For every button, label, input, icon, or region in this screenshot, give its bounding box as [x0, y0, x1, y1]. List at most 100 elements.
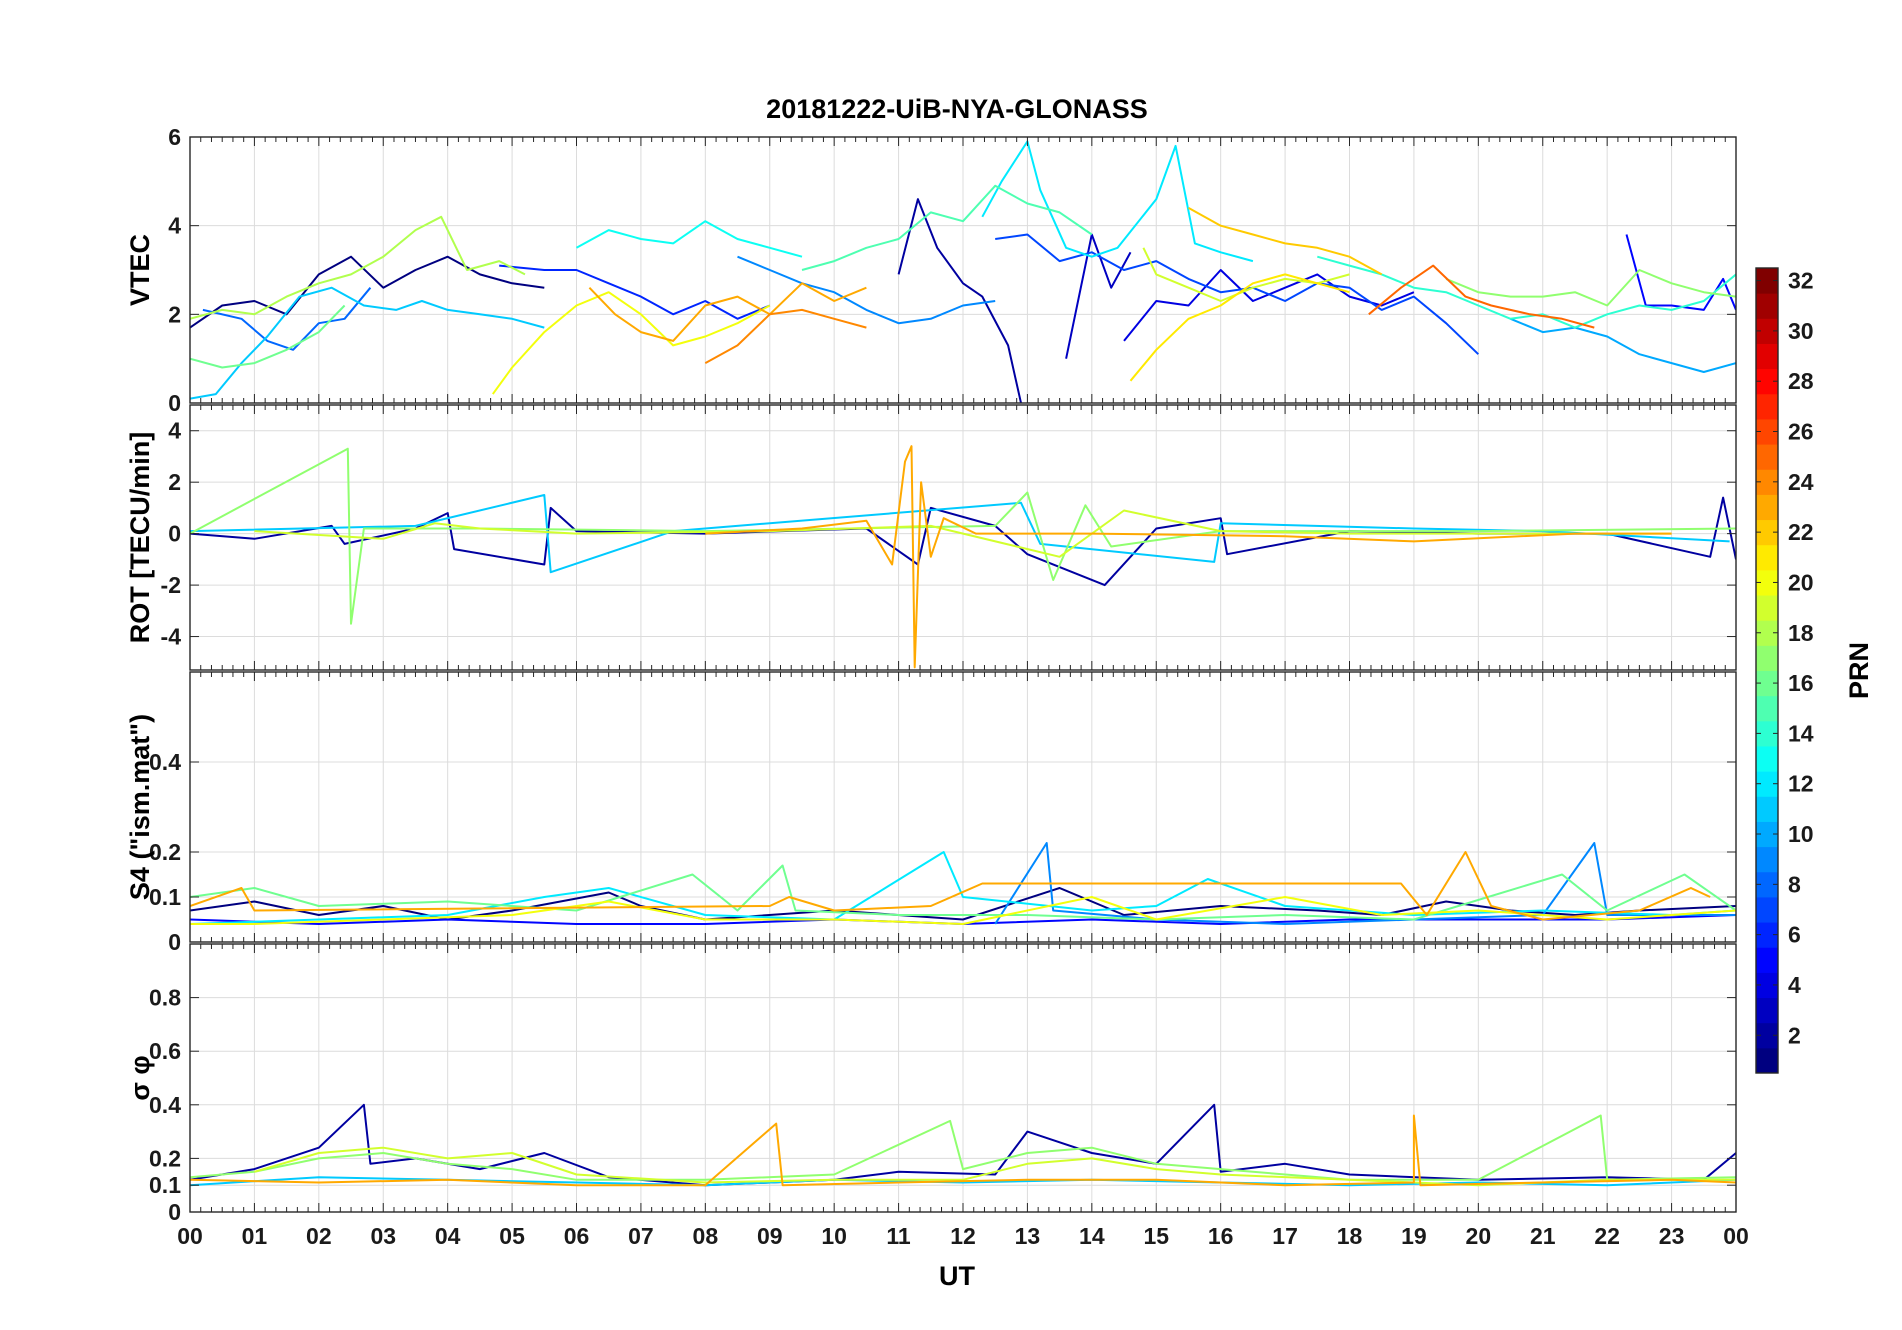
- series-prn-10: [1510, 317, 1736, 373]
- y-tick-label: 0: [168, 1199, 181, 1225]
- x-tick-label: 01: [242, 1223, 268, 1249]
- x-tick-label: 22: [1594, 1223, 1620, 1249]
- y-tick-label: 0: [168, 929, 181, 955]
- series-prn-13: [576, 220, 803, 258]
- rot-series: [190, 445, 1736, 669]
- colorbar-tick-label: 32: [1788, 268, 1814, 294]
- colorbar-band: [1756, 343, 1778, 370]
- series-prn-17: [1445, 269, 1736, 307]
- x-tick-label: 02: [306, 1223, 332, 1249]
- x-tick-label: 00: [1723, 1223, 1749, 1249]
- series-prn-16: [190, 304, 346, 369]
- colorbar-band: [1756, 268, 1778, 294]
- colorbar-band: [1756, 645, 1778, 671]
- series-prn-1: [190, 255, 545, 329]
- series-prn-4: [1123, 269, 1415, 342]
- colorbar-band: [1756, 695, 1778, 722]
- series-prn-17: [190, 447, 1736, 625]
- x-tick-label: 00: [177, 1223, 203, 1249]
- panel-vtec: 0 2 4 6 VTEC: [125, 124, 1737, 416]
- x-tick-label: 21: [1530, 1223, 1556, 1249]
- colorbar-band: [1756, 620, 1778, 646]
- colorbar-tick-label: 20: [1788, 569, 1814, 595]
- sigma_phi-ylabel: σ φ: [125, 1055, 155, 1100]
- colorbar-band: [1756, 519, 1778, 546]
- colorbar-band: [1756, 418, 1778, 445]
- x-tick-label: 17: [1272, 1223, 1298, 1249]
- colorbar-tick-label: 8: [1788, 871, 1801, 897]
- y-tick-label: 2: [168, 301, 181, 327]
- series-prn-7: [995, 233, 1479, 355]
- y-tick-label: -2: [161, 572, 181, 598]
- series-prn-17: [190, 1114, 1736, 1181]
- y-tick-label: 0.2: [149, 839, 181, 865]
- s4-ylabel: S4 ("ism.mat"): [125, 714, 155, 900]
- x-tick-label: 06: [564, 1223, 590, 1249]
- series-prn-15: [801, 184, 1093, 271]
- colorbar-band: [1756, 595, 1778, 621]
- colorbar-tick-label: 10: [1788, 821, 1814, 847]
- y-tick-label: 0.6: [149, 1038, 181, 1064]
- colorbar-band: [1756, 745, 1778, 772]
- y-tick-label: 0.2: [149, 1145, 181, 1171]
- colorbar-tick-label: 6: [1788, 922, 1801, 948]
- colorbar-band: [1756, 494, 1778, 521]
- colorbar-band: [1756, 846, 1778, 873]
- y-tick-label: 0.1: [149, 1172, 181, 1198]
- colorbar-band: [1756, 796, 1778, 822]
- vtec-ylabel: VTEC: [125, 234, 155, 306]
- colorbar-band: [1756, 1047, 1778, 1074]
- x-axis-label: UT: [939, 1261, 975, 1291]
- x-tick-label: 16: [1208, 1223, 1234, 1249]
- series-prn-23: [190, 1114, 1736, 1187]
- colorbar-band: [1756, 771, 1778, 797]
- x-tick-label: 23: [1659, 1223, 1685, 1249]
- panel-s4: 0 0.1 0.2 0.4S4 ("ism.mat"): [125, 671, 1737, 955]
- colorbar-band: [1756, 670, 1778, 697]
- y-tick-label: 0: [168, 390, 181, 416]
- series-prn-2: [897, 198, 1022, 403]
- colorbar-band: [1756, 972, 1778, 999]
- series-prn-25: [1368, 264, 1595, 329]
- y-tick-label: 0.1: [149, 884, 181, 910]
- series-prn-9: [994, 842, 1736, 925]
- colorbar-tick-label: 22: [1788, 519, 1814, 545]
- series-prn-6: [499, 264, 771, 320]
- colorbar-band: [1756, 871, 1778, 898]
- x-tick-label: 12: [950, 1223, 976, 1249]
- series-prn-3: [1065, 233, 1132, 359]
- vtec-grid: [189, 136, 1737, 404]
- y-tick-label: 6: [168, 124, 181, 150]
- colorbar-band: [1756, 896, 1778, 923]
- series-prn-19: [254, 509, 1672, 558]
- series-prn-11: [190, 494, 1730, 574]
- colorbar-tick-label: 24: [1788, 469, 1814, 495]
- x-tick-label: 14: [1079, 1223, 1105, 1249]
- colorbar-band: [1756, 569, 1778, 596]
- x-tick-label: 20: [1466, 1223, 1492, 1249]
- x-tick-label: 05: [499, 1223, 525, 1249]
- chart-title: 20181222-UiB-NYA-GLONASS: [766, 94, 1148, 124]
- x-tick-label: 04: [435, 1223, 461, 1249]
- colorbar-tick-label: 12: [1788, 771, 1814, 797]
- series-prn-11: [190, 286, 545, 400]
- colorbar-band: [1756, 293, 1778, 319]
- colorbar-band: [1756, 318, 1778, 344]
- series-prn-20: [491, 291, 771, 395]
- colorbar-frame: [1755, 267, 1779, 1074]
- colorbar-tick-label: 14: [1788, 720, 1814, 746]
- y-tick-label: 4: [168, 213, 181, 239]
- y-tick-label: -4: [161, 624, 182, 650]
- series-prn-18: [190, 215, 526, 320]
- x-tick-label: 13: [1015, 1223, 1041, 1249]
- series-prn-9: [737, 255, 996, 325]
- colorbar-tick-label: 30: [1788, 318, 1814, 344]
- rot-ylabel: ROT [TECU/min]: [125, 432, 155, 643]
- s4-series: [190, 842, 1736, 925]
- colorbar-band: [1756, 469, 1778, 495]
- series-prn-21: [1129, 273, 1350, 382]
- colorbar-band: [1756, 922, 1778, 948]
- series-prn-24: [704, 308, 867, 364]
